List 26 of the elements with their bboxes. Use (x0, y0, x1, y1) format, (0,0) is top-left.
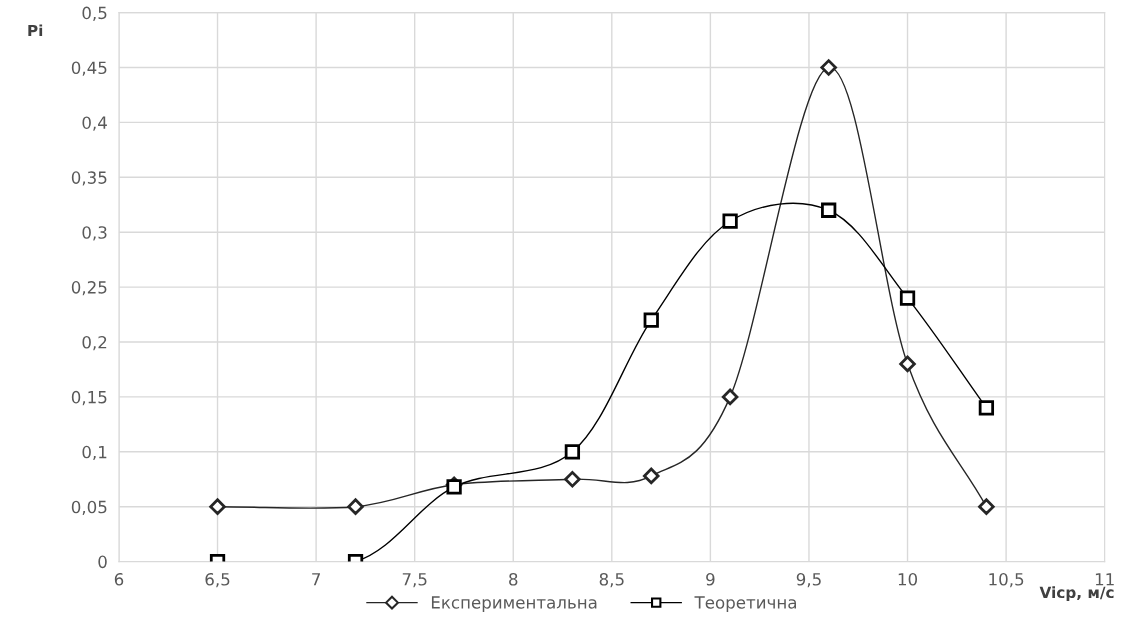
x-tick-label: 7 (312, 573, 320, 586)
legend-label: Теоретична (694, 596, 796, 612)
x-tick-label: 10,5 (989, 573, 1024, 588)
y-tick-label: 0,45 (71, 61, 107, 76)
x-tick-label: 8,5 (599, 573, 624, 588)
y-tick-label: 0,35 (71, 171, 107, 186)
x-tick-label: 9,5 (796, 573, 821, 588)
y-axis-title: Pi (28, 24, 43, 37)
x-tick-label: 10 (898, 573, 918, 586)
y-tick-label: 0 (98, 555, 107, 569)
y-tick-label: 0,1 (82, 445, 107, 461)
legend-label: Експериментальна (431, 596, 597, 612)
x-axis-title: Viср, м/с (1039, 586, 1114, 602)
y-tick-label: 0,25 (71, 281, 107, 296)
y-tick-label: 0,4 (82, 116, 107, 131)
y-tick-label: 0,15 (71, 390, 107, 406)
x-tick-label: 9 (706, 573, 715, 586)
x-tick-label: 6,5 (205, 573, 230, 588)
y-tick-label: 0,3 (82, 226, 107, 241)
x-tick-label: 7,5 (402, 573, 427, 588)
y-tick-label: 0,5 (82, 6, 107, 21)
y-tick-label: 0,2 (82, 335, 107, 351)
x-tick-label: 6 (114, 573, 124, 586)
x-tick-label: 8 (509, 573, 518, 586)
y-tick-label: 0,05 (71, 500, 107, 515)
x-tick-label: 11 (1095, 573, 1114, 586)
